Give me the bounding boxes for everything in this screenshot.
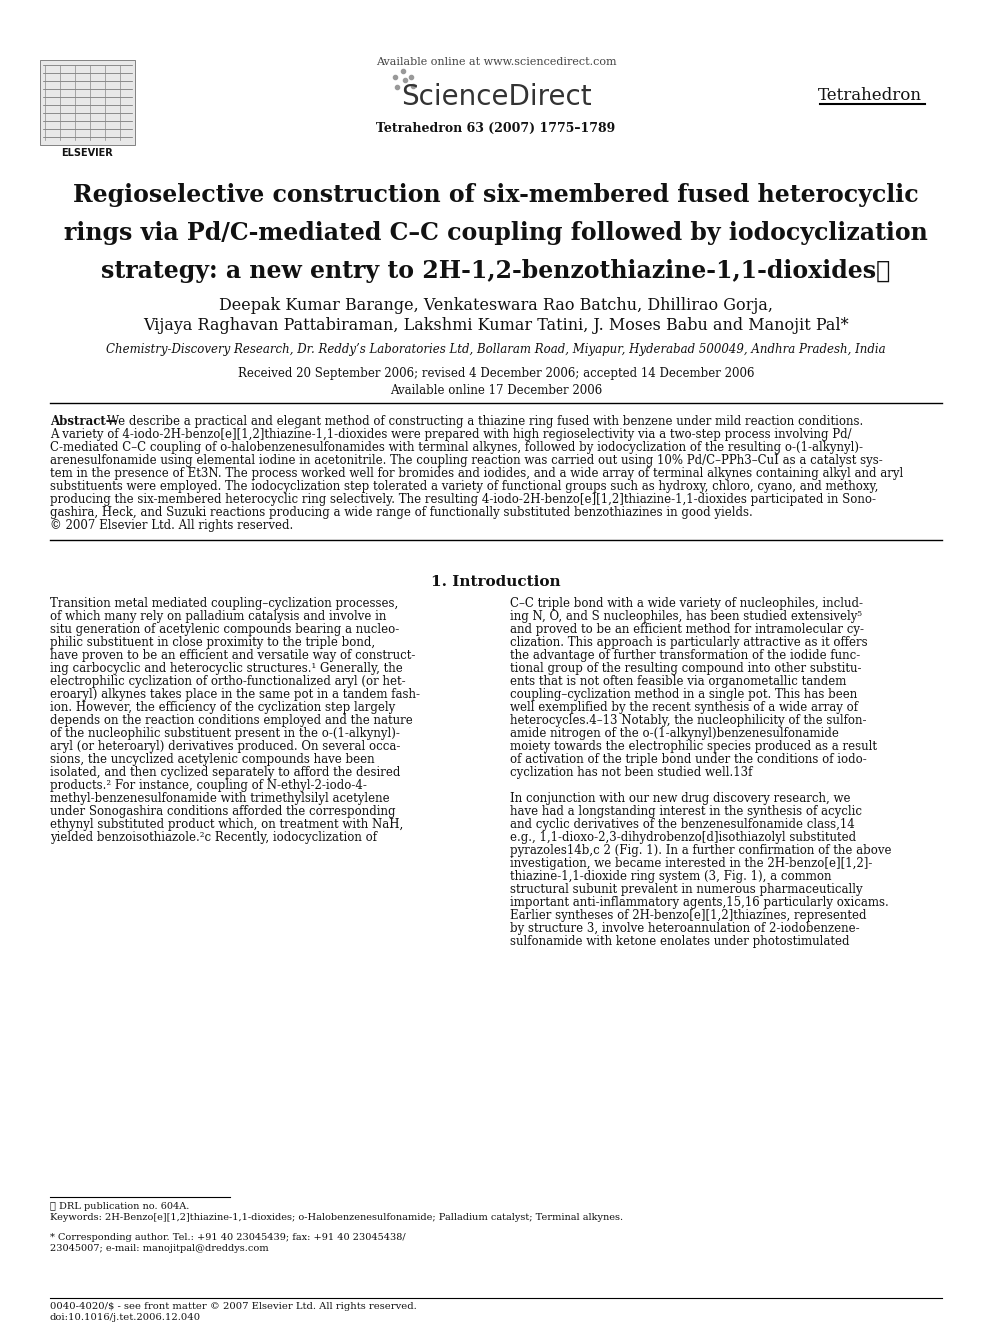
Text: * Corresponding author. Tel.: +91 40 23045439; fax: +91 40 23045438/: * Corresponding author. Tel.: +91 40 230… [50, 1233, 406, 1242]
Bar [40, 60, 135, 146]
Text: well exemplified by the recent synthesis of a wide array of: well exemplified by the recent synthesis… [510, 701, 858, 714]
Text: strategy: a new entry to 2H-1,2-benzothiazine-1,1-dioxides⋆: strategy: a new entry to 2H-1,2-benzothi… [101, 259, 891, 283]
Text: ScienceDirect: ScienceDirect [401, 83, 591, 111]
Text: tem in the presence of Et3N. The process worked well for bromides and iodides, a: tem in the presence of Et3N. The process… [50, 467, 904, 480]
Text: We describe a practical and elegant method of constructing a thiazine ring fused: We describe a practical and elegant meth… [107, 415, 863, 429]
Text: ELSEVIER: ELSEVIER [62, 148, 113, 157]
Text: C–C triple bond with a wide variety of nucleophiles, includ-: C–C triple bond with a wide variety of n… [510, 597, 863, 610]
Text: Available online at www.sciencedirect.com: Available online at www.sciencedirect.co… [376, 57, 616, 67]
Text: and proved to be an efficient method for intramolecular cy-: and proved to be an efficient method for… [510, 623, 864, 636]
Text: the advantage of further transformation of the iodide func-: the advantage of further transformation … [510, 650, 860, 662]
Text: 23045007; e-mail: manojitpal@dreddys.com: 23045007; e-mail: manojitpal@dreddys.com [50, 1244, 269, 1253]
Text: Vijaya Raghavan Pattabiraman, Lakshmi Kumar Tatini, J. Moses Babu and Manojit Pa: Vijaya Raghavan Pattabiraman, Lakshmi Ku… [143, 316, 849, 333]
Text: situ generation of acetylenic compounds bearing a nucleo-: situ generation of acetylenic compounds … [50, 623, 399, 636]
Text: Abstract—: Abstract— [50, 415, 117, 429]
Text: Deepak Kumar Barange, Venkateswara Rao Batchu, Dhillirao Gorja,: Deepak Kumar Barange, Venkateswara Rao B… [219, 296, 773, 314]
Text: gashira, Heck, and Suzuki reactions producing a wide range of functionally subst: gashira, Heck, and Suzuki reactions prod… [50, 505, 753, 519]
Text: 1. Introduction: 1. Introduction [432, 576, 560, 589]
Text: Chemistry-Discovery Research, Dr. Reddy’s Laboratories Ltd, Bollaram Road, Miyap: Chemistry-Discovery Research, Dr. Reddy’… [106, 344, 886, 356]
Text: rings via Pd/C-mediated C–C coupling followed by iodocyclization: rings via Pd/C-mediated C–C coupling fol… [64, 221, 928, 245]
Text: ethynyl substituted product which, on treatment with NaH,: ethynyl substituted product which, on tr… [50, 818, 404, 831]
Text: 0040-4020/$ - see front matter © 2007 Elsevier Ltd. All rights reserved.: 0040-4020/$ - see front matter © 2007 El… [50, 1302, 417, 1311]
Text: producing the six-membered heterocyclic ring selectively. The resulting 4-iodo-2: producing the six-membered heterocyclic … [50, 493, 876, 505]
Text: electrophilic cyclization of ortho-functionalized aryl (or het-: electrophilic cyclization of ortho-funct… [50, 675, 406, 688]
Text: A variety of 4-iodo-2H-benzo[e][1,2]thiazine-1,1-dioxides were prepared with hig: A variety of 4-iodo-2H-benzo[e][1,2]thia… [50, 429, 851, 441]
Text: of which many rely on palladium catalysis and involve in: of which many rely on palladium catalysi… [50, 610, 386, 623]
Text: sulfonamide with ketone enolates under photostimulated: sulfonamide with ketone enolates under p… [510, 935, 849, 949]
Text: philic substituent in close proximity to the triple bond,: philic substituent in close proximity to… [50, 636, 375, 650]
Text: ents that is not often feasible via organometallic tandem: ents that is not often feasible via orga… [510, 675, 846, 688]
Text: substituents were employed. The iodocyclization step tolerated a variety of func: substituents were employed. The iodocycl… [50, 480, 878, 493]
Text: thiazine-1,1-dioxide ring system (3, Fig. 1), a common: thiazine-1,1-dioxide ring system (3, Fig… [510, 871, 831, 882]
Text: methyl-benzenesulfonamide with trimethylsilyl acetylene: methyl-benzenesulfonamide with trimethyl… [50, 792, 390, 804]
Text: coupling–cyclization method in a single pot. This has been: coupling–cyclization method in a single … [510, 688, 857, 701]
Text: ion. However, the efficiency of the cyclization step largely: ion. However, the efficiency of the cycl… [50, 701, 395, 714]
Text: In conjunction with our new drug discovery research, we: In conjunction with our new drug discove… [510, 792, 850, 804]
Text: clization. This approach is particularly attractive as it offers: clization. This approach is particularly… [510, 636, 868, 650]
Text: yielded benzoisothiazole.²c Recently, iodocyclization of: yielded benzoisothiazole.²c Recently, io… [50, 831, 377, 844]
Text: isolated, and then cyclized separately to afford the desired: isolated, and then cyclized separately t… [50, 766, 401, 779]
Text: e.g., 1,1-dioxo-2,3-dihydrobenzo[d]isothiazolyl substituted: e.g., 1,1-dioxo-2,3-dihydrobenzo[d]isoth… [510, 831, 856, 844]
Text: aryl (or heteroaryl) derivatives produced. On several occa-: aryl (or heteroaryl) derivatives produce… [50, 740, 401, 753]
Text: Earlier syntheses of 2H-benzo[e][1,2]thiazines, represented: Earlier syntheses of 2H-benzo[e][1,2]thi… [510, 909, 866, 922]
Text: Tetrahedron 63 (2007) 1775–1789: Tetrahedron 63 (2007) 1775–1789 [376, 122, 616, 135]
Text: Tetrahedron: Tetrahedron [818, 86, 922, 103]
Text: by structure 3, involve heteroannulation of 2-iodobenzene-: by structure 3, involve heteroannulation… [510, 922, 860, 935]
Text: ing N, O, and S nucleophiles, has been studied extensively⁵: ing N, O, and S nucleophiles, has been s… [510, 610, 862, 623]
Text: ★ DRL publication no. 604A.: ★ DRL publication no. 604A. [50, 1203, 189, 1211]
Text: Keywords: 2H-Benzo[e][1,2]thiazine-1,1-dioxides; o-Halobenzenesulfonamide; Palla: Keywords: 2H-Benzo[e][1,2]thiazine-1,1-d… [50, 1212, 623, 1221]
Text: ing carbocyclic and heterocyclic structures.¹ Generally, the: ing carbocyclic and heterocyclic structu… [50, 662, 403, 675]
Text: and cyclic derivatives of the benzenesulfonamide class,14: and cyclic derivatives of the benzenesul… [510, 818, 855, 831]
Text: Available online 17 December 2006: Available online 17 December 2006 [390, 384, 602, 397]
Text: doi:10.1016/j.tet.2006.12.040: doi:10.1016/j.tet.2006.12.040 [50, 1312, 201, 1322]
Text: depends on the reaction conditions employed and the nature: depends on the reaction conditions emplo… [50, 714, 413, 728]
Text: Transition metal mediated coupling–cyclization processes,: Transition metal mediated coupling–cycli… [50, 597, 398, 610]
Text: sions, the uncyclized acetylenic compounds have been: sions, the uncyclized acetylenic compoun… [50, 753, 375, 766]
Text: of the nucleophilic substituent present in the o-(1-alkynyl)-: of the nucleophilic substituent present … [50, 728, 400, 740]
Text: of activation of the triple bond under the conditions of iodo-: of activation of the triple bond under t… [510, 753, 867, 766]
Text: important anti-inflammatory agents,15,16 particularly oxicams.: important anti-inflammatory agents,15,16… [510, 896, 889, 909]
Text: products.² For instance, coupling of N-ethyl-2-iodo-4-: products.² For instance, coupling of N-e… [50, 779, 367, 792]
Text: Regioselective construction of six-membered fused heterocyclic: Regioselective construction of six-membe… [73, 183, 919, 206]
Text: under Sonogashira conditions afforded the corresponding: under Sonogashira conditions afforded th… [50, 804, 396, 818]
Text: arenesulfonamide using elemental iodine in acetonitrile. The coupling reaction w: arenesulfonamide using elemental iodine … [50, 454, 883, 467]
Text: amide nitrogen of the o-(1-alkynyl)benzenesulfonamide: amide nitrogen of the o-(1-alkynyl)benze… [510, 728, 839, 740]
Text: investigation, we became interested in the 2H-benzo[e][1,2]-: investigation, we became interested in t… [510, 857, 872, 871]
Text: heterocycles.4–13 Notably, the nucleophilicity of the sulfon-: heterocycles.4–13 Notably, the nucleophi… [510, 714, 866, 728]
Text: eroaryl) alkynes takes place in the same pot in a tandem fash-: eroaryl) alkynes takes place in the same… [50, 688, 420, 701]
Text: C-mediated C–C coupling of o-halobenzenesulfonamides with terminal alkynes, foll: C-mediated C–C coupling of o-halobenzene… [50, 441, 863, 454]
Text: moiety towards the electrophilic species produced as a result: moiety towards the electrophilic species… [510, 740, 877, 753]
Text: tional group of the resulting compound into other substitu-: tional group of the resulting compound i… [510, 662, 861, 675]
Text: pyrazoles14b,c 2 (Fig. 1). In a further confirmation of the above: pyrazoles14b,c 2 (Fig. 1). In a further … [510, 844, 892, 857]
Text: cyclization has not been studied well.13f: cyclization has not been studied well.13… [510, 766, 752, 779]
Text: have proven to be an efficient and versatile way of construct-: have proven to be an efficient and versa… [50, 650, 416, 662]
Text: have had a longstanding interest in the synthesis of acyclic: have had a longstanding interest in the … [510, 804, 862, 818]
Text: Received 20 September 2006; revised 4 December 2006; accepted 14 December 2006: Received 20 September 2006; revised 4 De… [238, 368, 754, 381]
Text: structural subunit prevalent in numerous pharmaceutically: structural subunit prevalent in numerous… [510, 882, 863, 896]
Text: © 2007 Elsevier Ltd. All rights reserved.: © 2007 Elsevier Ltd. All rights reserved… [50, 519, 294, 532]
